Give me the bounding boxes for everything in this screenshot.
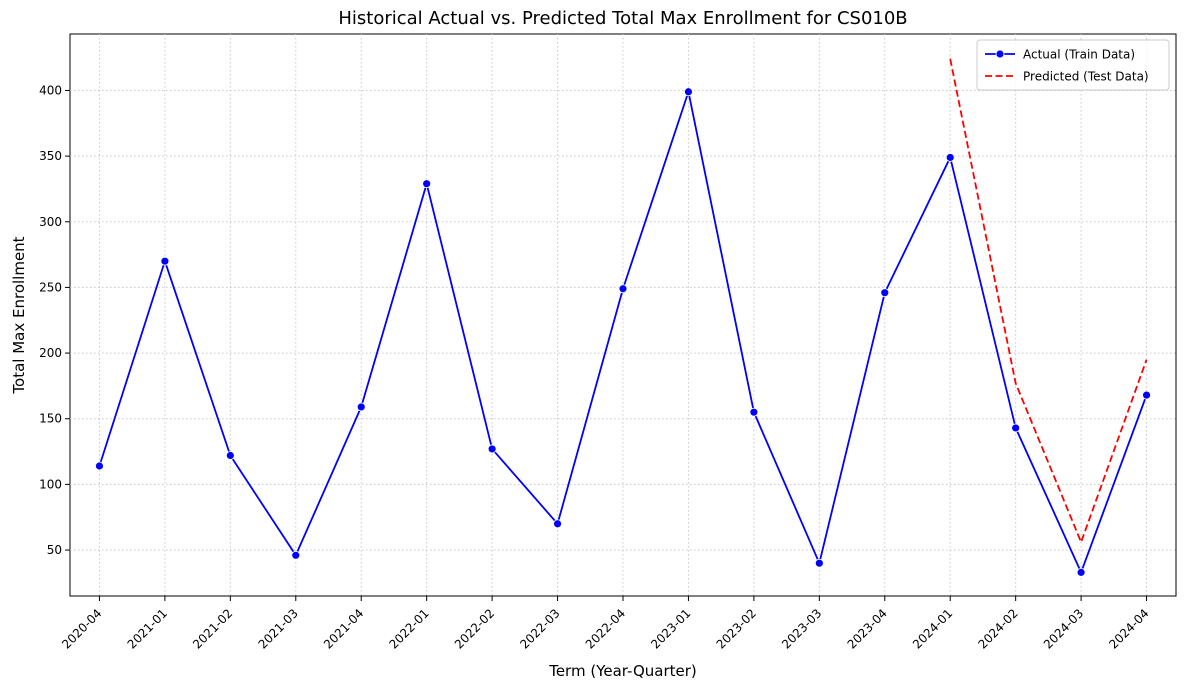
grid-lines [70,34,1176,596]
y-tick-label: 250 [39,280,62,294]
legend-item-actual: Actual (Train Data) [985,48,1135,62]
y-axis-label: Total Max Enrollment [10,236,28,394]
y-tick-label: 300 [39,215,62,229]
x-tick-label: 2022-02 [452,606,497,651]
x-tick-label: 2023-04 [845,606,890,651]
predicted-series-line [949,58,1148,544]
x-tick-label: 2024-01 [910,606,955,651]
actual-data-point [356,402,366,412]
x-tick-label: 2021-01 [125,606,170,651]
actual-data-point [422,179,432,189]
actual-data-point [1076,567,1086,577]
x-tick-label: 2020-04 [59,606,104,651]
actual-data-point [487,444,497,454]
x-axis-label: Term (Year-Quarter) [548,662,697,680]
actual-data-point [749,407,759,417]
x-tick-label: 2021-04 [321,606,366,651]
y-axis: 50 100 150 200 250 300 350 400 [39,83,70,557]
actual-data-point [684,87,693,97]
legend: Actual (Train Data) Predicted (Test Data… [976,39,1170,91]
legend-label-predicted: Predicted (Test Data) [1023,70,1149,84]
x-tick-label: 2021-03 [256,606,301,651]
x-tick-label: 2023-02 [714,606,759,651]
y-tick-label: 150 [39,412,62,426]
x-tick-label: 2021-02 [190,606,235,651]
actual-data-point [225,451,235,460]
chart-title: Historical Actual vs. Predicted Total Ma… [338,8,907,29]
actual-data-point [1011,423,1021,433]
x-axis: 2020-04 2021-01 2021-02 2021-03 2021-04 2022-… [59,596,1152,652]
x-tick-label: 2023-01 [648,606,693,651]
legend-label-actual: Actual (Train Data) [1023,48,1135,62]
actual-data-point [160,256,170,266]
y-tick-label: 100 [39,477,62,491]
y-tick-label: 50 [47,543,62,557]
x-tick-label: 2024-03 [1041,606,1086,651]
actual-series-line [98,90,1148,574]
legend-marker-actual [995,49,1005,59]
actual-data-point [291,550,301,560]
series-layer [95,58,1151,577]
x-tick-label: 2022-04 [583,606,628,651]
actual-data-point [880,288,890,298]
actual-data-point [95,461,104,471]
y-tick-label: 400 [39,83,62,97]
y-tick-label: 200 [39,346,62,360]
legend-item-predicted: Predicted (Test Data) [985,70,1149,84]
x-tick-label: 2022-03 [517,606,562,651]
actual-data-point [1142,390,1151,400]
actual-data-point [945,153,955,162]
actual-data-point [553,519,562,529]
x-tick-label: 2022-01 [386,606,431,651]
x-tick-label: 2024-04 [1106,606,1151,651]
y-tick-label: 350 [39,149,62,163]
actual-data-point [618,284,628,294]
x-tick-label: 2024-02 [975,606,1020,651]
actual-data-point [814,558,824,568]
x-tick-label: 2023-03 [779,606,824,651]
legend-box [976,39,1170,91]
